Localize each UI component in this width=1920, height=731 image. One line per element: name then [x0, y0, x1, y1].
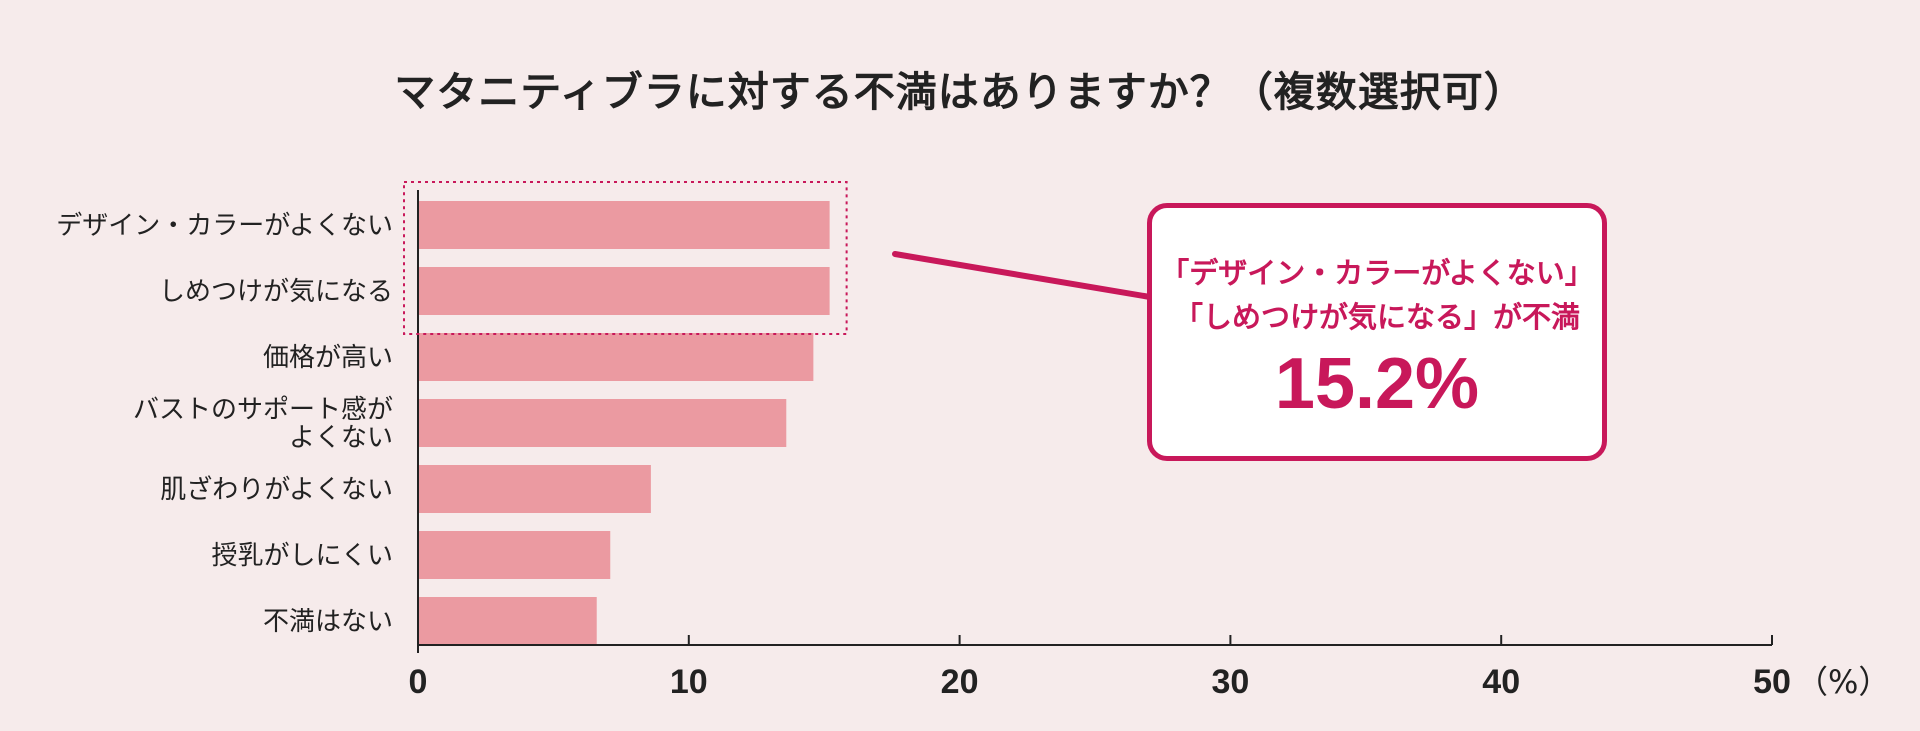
x-tick-label-2: 20: [941, 663, 979, 701]
category-label-1: しめつけが気になる: [159, 277, 393, 307]
callout-line-2: 「しめつけが気になる」が不満: [1173, 300, 1580, 334]
x-tick-label-4: 40: [1482, 663, 1520, 701]
callout-line-1: 「デザイン・カラーがよくない」: [1160, 256, 1594, 290]
category-label-3-line-1: よくない: [289, 423, 393, 453]
bar-1: [418, 267, 830, 315]
x-axis: 0 10 20 30 40 50 （%）: [409, 190, 1890, 701]
x-tick-label-0: 0: [409, 663, 428, 701]
category-label-3-line-0: バストのサポート感が: [133, 395, 393, 425]
callout-value: 15.2%: [1274, 344, 1480, 424]
callout-pointer-line: [892, 251, 1153, 300]
bar-6: [418, 597, 597, 645]
bars-layer: [418, 201, 830, 645]
category-label-4: 肌ざわりがよくない: [160, 475, 393, 505]
category-labels: デザイン・カラーがよくないしめつけが気になる価格が高いバストのサポート感がよくな…: [56, 211, 393, 637]
chart-title: マタニティブラに対する不満はありますか？（複数選択可）: [394, 68, 1526, 116]
callout-box: 「デザイン・カラーがよくない」 「しめつけが気になる」が不満 15.2%: [1147, 203, 1607, 461]
category-label-5: 授乳がしにくい: [212, 541, 393, 571]
category-label-2: 価格が高い: [263, 343, 393, 373]
x-tick-label-5: 50: [1753, 663, 1791, 701]
bar-5: [418, 531, 611, 579]
x-unit-label: （%）: [1796, 663, 1890, 701]
category-label-6: 不満はない: [263, 607, 393, 637]
x-tick-label-3: 30: [1211, 663, 1249, 701]
category-label-0: デザイン・カラーがよくない: [56, 211, 393, 241]
bar-2: [418, 333, 814, 381]
highlight-box: [403, 181, 848, 335]
bar-0: [418, 201, 830, 249]
bar-4: [418, 465, 651, 513]
x-tick-label-1: 10: [670, 663, 708, 701]
bar-3: [418, 399, 787, 447]
